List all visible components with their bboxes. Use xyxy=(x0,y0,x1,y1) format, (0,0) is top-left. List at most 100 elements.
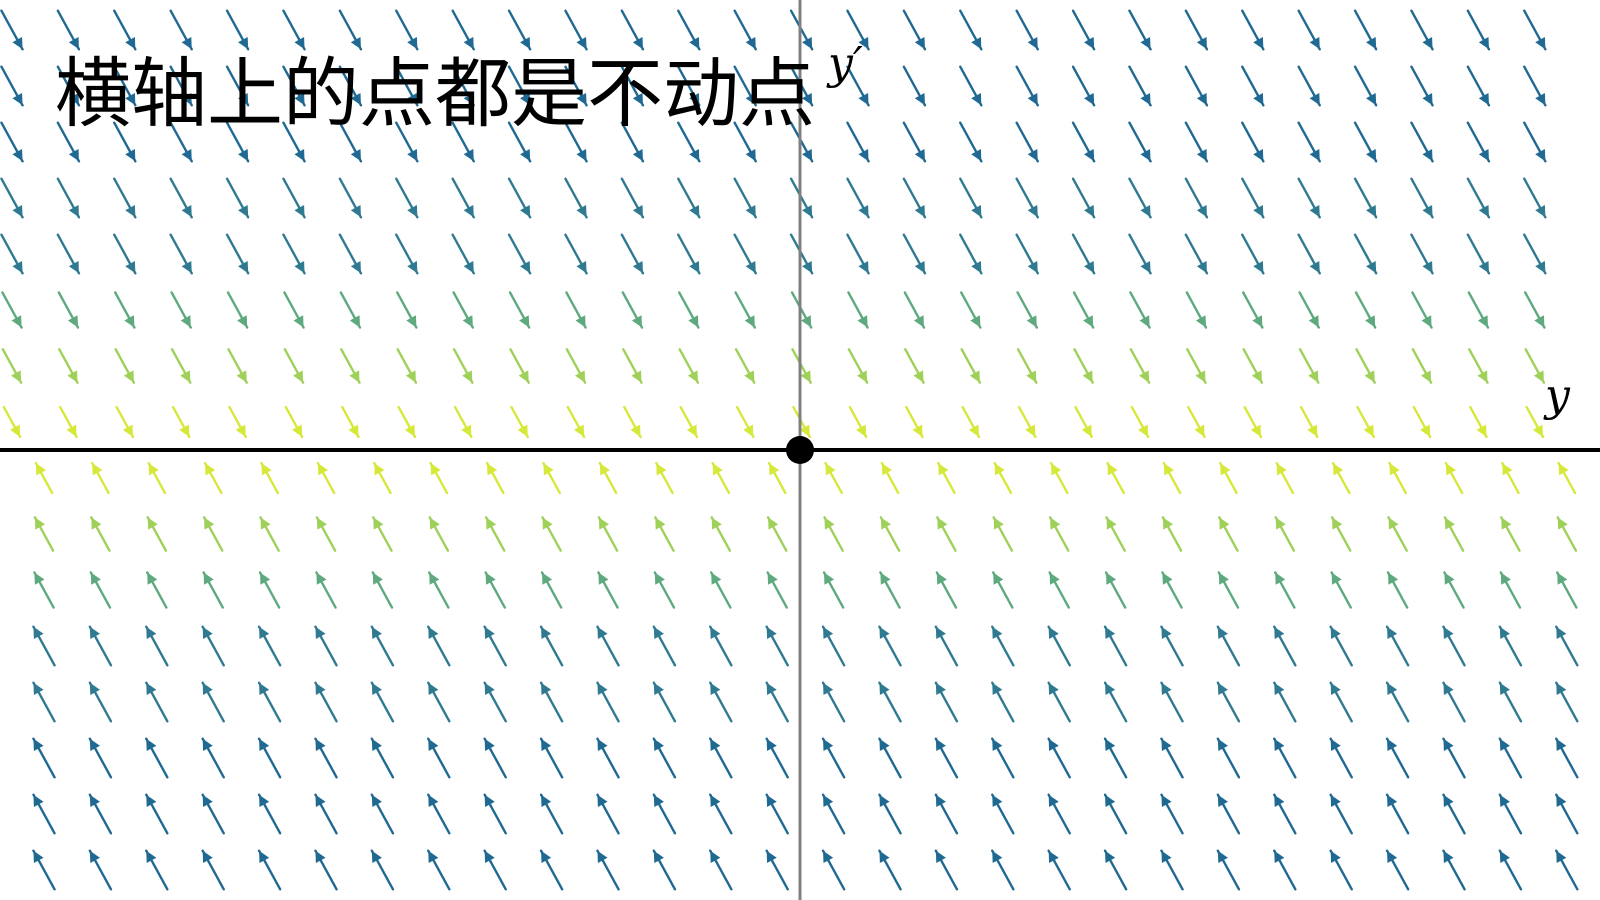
field-arrow-up xyxy=(257,737,282,779)
field-arrow-up xyxy=(824,461,843,495)
field-arrow-up xyxy=(652,681,677,723)
field-arrow-up xyxy=(991,849,1015,891)
field-arrow-up xyxy=(203,461,223,495)
field-arrow-up xyxy=(880,461,900,495)
field-arrow-up xyxy=(1444,461,1464,495)
field-arrow-down xyxy=(1184,9,1209,51)
field-arrow-up xyxy=(993,461,1013,495)
field-arrow-up xyxy=(1442,737,1466,779)
field-arrow-down xyxy=(564,121,588,163)
field-arrow-down xyxy=(902,177,927,219)
field-arrow-down xyxy=(791,348,812,384)
field-arrow-down xyxy=(56,9,81,51)
field-arrow-down xyxy=(959,233,983,275)
field-arrow-down xyxy=(1015,233,1039,275)
field-arrow-up xyxy=(1103,681,1128,723)
field-arrow-up xyxy=(765,625,789,667)
field-arrow-up xyxy=(1104,571,1127,609)
field-arrow-up xyxy=(257,681,282,723)
field-arrow-down xyxy=(395,177,419,219)
field-arrow-down xyxy=(1186,348,1207,384)
field-arrow-up xyxy=(201,737,225,779)
field-arrow-down xyxy=(56,121,81,163)
field-arrow-down xyxy=(1241,177,1265,219)
field-arrow-down xyxy=(56,233,81,275)
field-arrow-down xyxy=(789,65,814,107)
field-arrow-up xyxy=(201,849,225,891)
field-arrow-down xyxy=(1410,65,1434,107)
field-arrow-up xyxy=(1442,681,1466,723)
field-arrow-down xyxy=(1297,177,1321,219)
field-arrow-up xyxy=(1555,625,1579,667)
field-arrow-up xyxy=(937,461,956,495)
field-arrow-up xyxy=(314,681,338,723)
field-arrow-down xyxy=(169,233,193,275)
field-arrow-down xyxy=(1128,121,1152,163)
field-arrow-up xyxy=(370,681,395,723)
field-arrow-down xyxy=(902,121,927,163)
field-arrow-up xyxy=(1498,681,1523,723)
field-arrow-up xyxy=(596,681,620,723)
field-arrow-down xyxy=(1243,405,1263,439)
field-arrow-down xyxy=(848,405,868,439)
field-arrow-up xyxy=(370,737,395,779)
field-arrow-down xyxy=(1297,121,1321,163)
field-arrow-down xyxy=(846,65,870,107)
field-arrow-down xyxy=(282,233,306,275)
field-arrow-up xyxy=(766,516,788,552)
field-arrow-down xyxy=(1523,233,1547,275)
field-arrow-up xyxy=(429,461,449,495)
field-arrow-down xyxy=(451,65,475,107)
field-arrow-down xyxy=(338,9,363,51)
field-arrow-up xyxy=(1386,571,1409,609)
field-arrow-down xyxy=(1356,405,1375,439)
field-arrow-down xyxy=(1354,291,1377,329)
field-arrow-up xyxy=(201,793,225,835)
field-arrow-down xyxy=(338,177,363,219)
field-arrow-up xyxy=(1161,516,1183,552)
field-arrow-down xyxy=(1523,9,1547,51)
field-arrow-down xyxy=(2,405,22,439)
field-arrow-down xyxy=(1016,348,1038,384)
field-arrow-down xyxy=(1184,65,1209,107)
field-arrow-up xyxy=(1555,681,1579,723)
field-arrow-down xyxy=(959,177,983,219)
field-arrow-up xyxy=(145,737,169,779)
field-arrow-up xyxy=(315,571,337,609)
field-arrow-down xyxy=(564,177,588,219)
field-arrow-up xyxy=(541,516,562,552)
field-arrow-down xyxy=(733,9,757,51)
field-arrow-down xyxy=(282,65,306,107)
field-arrow-down xyxy=(789,233,814,275)
field-arrow-down xyxy=(734,348,756,384)
field-arrow-up xyxy=(1047,625,1071,667)
field-arrow-up xyxy=(1216,681,1241,723)
field-arrow-down xyxy=(677,177,701,219)
field-arrow-down xyxy=(677,233,701,275)
field-arrow-down xyxy=(282,9,306,51)
field-arrow-up xyxy=(821,849,846,891)
field-arrow-down xyxy=(508,291,531,329)
field-arrow-down xyxy=(339,291,362,329)
field-arrow-up xyxy=(710,516,732,552)
field-arrow-down xyxy=(56,65,81,107)
field-arrow-up xyxy=(1273,571,1296,609)
field-arrow-down xyxy=(507,177,532,219)
field-arrow-up xyxy=(1216,793,1241,835)
field-arrow-up xyxy=(1047,793,1071,835)
field-arrow-up xyxy=(1274,516,1296,552)
field-arrow-up xyxy=(992,571,1014,609)
field-arrow-down xyxy=(1466,121,1491,163)
field-arrow-up xyxy=(315,516,337,552)
field-arrow-down xyxy=(115,405,135,439)
field-arrow-up xyxy=(1385,681,1410,723)
field-arrow-down xyxy=(959,65,983,107)
field-arrow-down xyxy=(1523,65,1547,107)
field-arrow-down xyxy=(734,291,756,329)
field-arrow-down xyxy=(620,233,645,275)
field-arrow-up xyxy=(1275,461,1295,495)
field-arrow-up xyxy=(1219,461,1238,495)
field-arrow-up xyxy=(1556,516,1578,552)
field-arrow-up xyxy=(370,625,395,667)
